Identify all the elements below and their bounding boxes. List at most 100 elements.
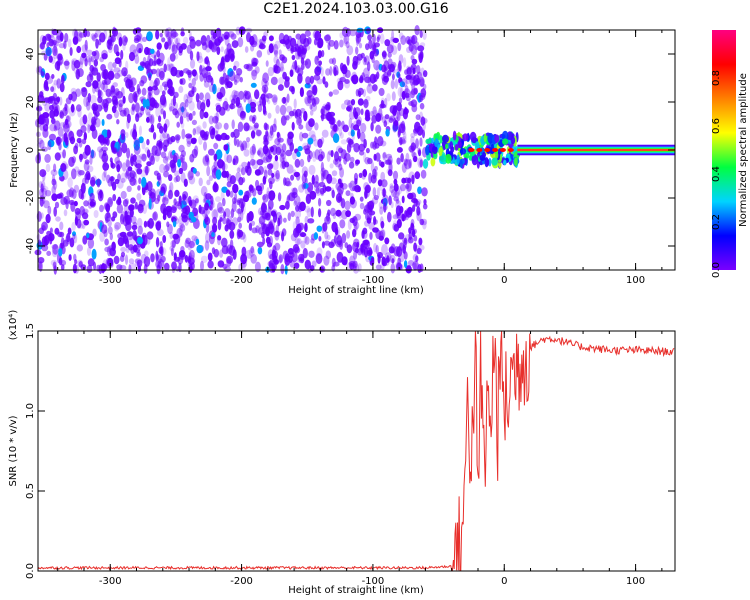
spectrogram-cell [396, 246, 403, 258]
spectrogram-cell [221, 163, 228, 171]
spectrogram-cell [140, 169, 147, 178]
spectrogram-cell [67, 38, 72, 48]
spectrogram-cell [459, 148, 467, 155]
spectrogram-cell [159, 84, 163, 93]
spectrogram-cell [170, 247, 174, 256]
spectrogram-cell [44, 102, 51, 112]
spectrogram-cell [381, 64, 387, 73]
spectrogram-cell [246, 64, 253, 72]
spectrogram-cell [454, 144, 459, 151]
spectrogram-y-axis-label: Frequency (Hz) [9, 112, 20, 188]
spectrogram-cell [68, 130, 75, 142]
spectrogram-cell [355, 33, 362, 44]
spectrogram-cell [143, 220, 148, 228]
spectrogram-cell [188, 240, 195, 249]
spectrogram-cell [273, 118, 277, 128]
spectrogram-cell [205, 232, 210, 244]
spectrogram-cell [318, 60, 322, 66]
spectrogram-cell [132, 229, 137, 241]
spectrogram-cell [369, 231, 373, 240]
spectrogram-cell [320, 187, 325, 195]
spectrogram-cell [112, 26, 117, 36]
spectrogram-cell [260, 152, 266, 163]
spectrogram-cell [323, 34, 331, 42]
spectrogram-cell [249, 158, 256, 166]
spectrogram-cell [70, 91, 78, 102]
spectrogram-cell [153, 87, 160, 96]
spectrogram-cell [250, 149, 255, 160]
spectrogram-cell [336, 120, 342, 127]
spectrogram-cell [101, 53, 108, 60]
spectrogram-cell [359, 150, 365, 156]
spectrogram-cell [76, 45, 82, 54]
spectrogram-cell [160, 151, 167, 159]
spectrogram-cell [278, 254, 284, 263]
spectrogram-cell [72, 263, 77, 274]
spectrogram-cell [271, 123, 277, 133]
spectrogram-cell [368, 222, 375, 230]
spectrogram-cell [388, 117, 394, 123]
spectrogram-cell [482, 151, 486, 158]
spectrogram-cell [197, 51, 203, 60]
spectrogram-cell [185, 92, 191, 99]
colorbar-tick-label: 0.2 [711, 214, 722, 230]
spectrogram-cell [148, 115, 154, 124]
spectrogram-cell [147, 218, 154, 229]
spectrogram-cell [141, 176, 147, 188]
spectrogram-cell [377, 254, 381, 264]
spectrogram-cell [310, 102, 318, 112]
spectrogram-cell [167, 57, 171, 68]
spectrogram-cell [199, 72, 204, 82]
spectrogram-cell [158, 115, 162, 123]
spectrogram-cell [134, 201, 138, 210]
spectrogram-cell [113, 110, 120, 119]
spectrogram-cell [405, 79, 411, 85]
colorbar-tick-label: 0.0 [711, 262, 722, 278]
spectrogram-cell [114, 156, 120, 164]
spectrogram-cell [128, 264, 132, 275]
spectrogram-cell [420, 169, 427, 179]
spectrogram-cell [298, 222, 304, 231]
spectrogram-cell [188, 211, 194, 219]
spectrogram-cell [386, 255, 390, 263]
spectrogram-cell [58, 247, 63, 257]
spectrogram-cell [169, 182, 174, 193]
spectrogram-cell [190, 254, 196, 265]
spectrogram-cell [233, 155, 239, 166]
spectrogram-cell [507, 148, 514, 152]
spectrogram-cell [146, 231, 154, 240]
spectrogram-cell [268, 43, 274, 54]
spectrogram-cell [450, 146, 455, 153]
spectrogram-cell [410, 136, 415, 145]
spectrogram-cell [50, 259, 58, 266]
spectrogram-cell [357, 87, 364, 96]
spectrogram-cell [178, 50, 183, 56]
spectrogram-cell [289, 37, 297, 48]
spectrogram-cell [54, 120, 61, 131]
spectrogram-cell [367, 157, 373, 165]
spectrogram-cell [189, 153, 195, 163]
spectrogram-cell [263, 122, 268, 131]
spectrogram-cell [326, 199, 332, 207]
spectrogram-cell [148, 113, 153, 123]
spectrogram-cell [328, 91, 333, 97]
spectrogram-cell [355, 159, 360, 165]
spectrogram-cell [60, 259, 67, 266]
spectrogram-cell [207, 72, 211, 81]
spectrogram-cell [191, 77, 196, 87]
spectrogram-cell [393, 196, 400, 202]
spectrogram-cell [189, 59, 196, 69]
spectrogram-cell [206, 60, 211, 67]
spectrogram-cell [510, 136, 516, 145]
spectrogram-cell [265, 60, 269, 67]
spectrogram-cell [385, 153, 393, 159]
spectrogram-cell [47, 205, 52, 215]
spectrogram-cell [290, 64, 295, 76]
spectrogram-cell [273, 43, 279, 55]
spectrogram-cell [162, 99, 167, 109]
spectrogram-cell [75, 88, 81, 97]
spectrogram-cell [335, 209, 342, 217]
spectrogram-cell [403, 57, 407, 68]
spectrogram-cell [181, 161, 188, 172]
spectrogram-cell [36, 233, 41, 241]
